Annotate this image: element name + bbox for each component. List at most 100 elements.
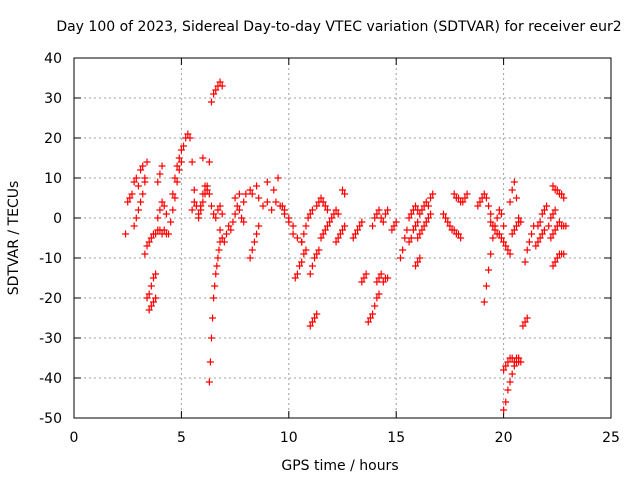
data-point bbox=[384, 206, 392, 214]
data-point bbox=[491, 226, 499, 234]
data-point bbox=[158, 162, 166, 170]
data-point bbox=[362, 270, 370, 278]
data-point bbox=[392, 218, 400, 226]
data-point bbox=[272, 198, 280, 206]
data-point bbox=[500, 222, 508, 230]
data-point bbox=[147, 302, 155, 310]
data-point bbox=[424, 202, 432, 210]
data-point bbox=[210, 210, 218, 218]
data-point bbox=[403, 226, 411, 234]
data-point bbox=[188, 206, 196, 214]
data-point bbox=[538, 210, 546, 218]
data-point bbox=[390, 222, 398, 230]
data-point bbox=[235, 206, 243, 214]
data-point bbox=[487, 210, 495, 218]
y-tick-label: -30 bbox=[39, 331, 62, 347]
data-point bbox=[233, 202, 241, 210]
data-point bbox=[167, 218, 175, 226]
data-point bbox=[134, 206, 142, 214]
data-point bbox=[315, 246, 323, 254]
data-point bbox=[173, 162, 181, 170]
data-point bbox=[141, 250, 149, 258]
data-point bbox=[553, 254, 561, 262]
data-point bbox=[291, 274, 299, 282]
data-point bbox=[253, 182, 261, 190]
data-point bbox=[405, 238, 413, 246]
data-point bbox=[373, 278, 381, 286]
data-point bbox=[321, 202, 329, 210]
data-point bbox=[152, 230, 160, 238]
data-point bbox=[293, 234, 301, 242]
data-point bbox=[375, 206, 383, 214]
data-point bbox=[549, 262, 557, 270]
data-point bbox=[497, 234, 505, 242]
data-point bbox=[154, 178, 162, 186]
data-point bbox=[253, 230, 261, 238]
data-point bbox=[216, 202, 224, 210]
data-point bbox=[366, 314, 374, 322]
data-point bbox=[139, 190, 147, 198]
data-point bbox=[549, 182, 557, 190]
data-point bbox=[500, 366, 508, 374]
data-point bbox=[412, 222, 420, 230]
y-tick-label: -50 bbox=[39, 411, 62, 427]
data-point bbox=[248, 190, 256, 198]
data-point bbox=[173, 178, 181, 186]
data-point bbox=[474, 202, 482, 210]
data-point bbox=[255, 222, 263, 230]
data-point bbox=[214, 254, 222, 262]
data-point bbox=[381, 210, 389, 218]
data-point bbox=[388, 226, 396, 234]
data-point bbox=[547, 234, 555, 242]
data-point bbox=[212, 270, 220, 278]
data-point bbox=[523, 246, 531, 254]
data-point bbox=[508, 370, 516, 378]
data-point bbox=[145, 306, 153, 314]
data-point bbox=[177, 158, 185, 166]
data-point bbox=[306, 270, 314, 278]
data-point bbox=[504, 246, 512, 254]
data-point bbox=[528, 230, 536, 238]
data-point bbox=[427, 194, 435, 202]
data-point bbox=[485, 266, 493, 274]
y-tick-label: 0 bbox=[53, 211, 62, 227]
data-point bbox=[422, 198, 430, 206]
data-point bbox=[371, 302, 379, 310]
data-point bbox=[188, 158, 196, 166]
data-point bbox=[487, 250, 495, 258]
data-point bbox=[209, 314, 217, 322]
data-point bbox=[278, 202, 286, 210]
data-point bbox=[502, 398, 510, 406]
data-point bbox=[246, 186, 254, 194]
data-point bbox=[128, 190, 136, 198]
data-point bbox=[308, 262, 316, 270]
data-point bbox=[369, 310, 377, 318]
data-point bbox=[543, 202, 551, 210]
data-point bbox=[255, 194, 263, 202]
y-tick-label: -40 bbox=[39, 371, 62, 387]
data-point bbox=[308, 318, 316, 326]
data-point bbox=[240, 218, 248, 226]
data-point bbox=[409, 226, 417, 234]
data-point bbox=[495, 206, 503, 214]
data-point bbox=[235, 190, 243, 198]
data-point bbox=[171, 194, 179, 202]
data-point bbox=[429, 190, 437, 198]
data-point bbox=[422, 218, 430, 226]
data-point bbox=[298, 238, 306, 246]
data-point bbox=[124, 198, 132, 206]
data-point bbox=[231, 194, 239, 202]
data-point bbox=[454, 230, 462, 238]
data-point bbox=[384, 274, 392, 282]
data-point bbox=[517, 218, 525, 226]
data-point bbox=[369, 222, 377, 230]
data-point bbox=[216, 78, 224, 86]
data-point bbox=[418, 206, 426, 214]
data-point bbox=[512, 222, 520, 230]
data-point bbox=[207, 98, 215, 106]
data-point bbox=[302, 246, 310, 254]
data-point bbox=[306, 322, 314, 330]
data-point bbox=[259, 202, 267, 210]
data-point bbox=[143, 242, 151, 250]
